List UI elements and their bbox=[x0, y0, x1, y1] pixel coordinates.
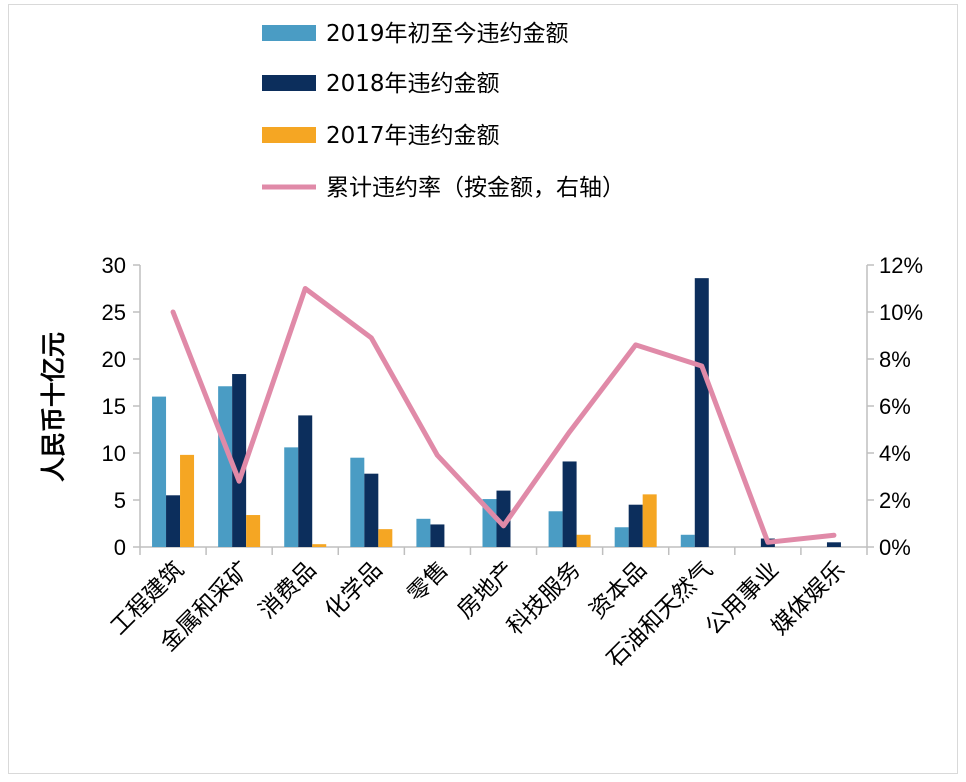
right-tick-label: 10% bbox=[879, 300, 923, 325]
bar bbox=[246, 515, 261, 547]
legend-label: 累计违约率（按金额，右轴） bbox=[326, 175, 625, 201]
legend-label: 2019年初至今违约金额 bbox=[326, 21, 569, 47]
left-tick-label: 25 bbox=[102, 300, 126, 325]
bar bbox=[350, 457, 365, 547]
bar bbox=[284, 447, 299, 547]
bar bbox=[180, 454, 195, 547]
bar bbox=[166, 495, 181, 547]
category-label: 媒体娱乐 bbox=[767, 557, 850, 640]
bar bbox=[496, 490, 511, 547]
bar bbox=[826, 542, 841, 547]
legend-label: 2017年违约金额 bbox=[326, 123, 500, 149]
bar bbox=[548, 511, 563, 547]
left-tick-label: 30 bbox=[102, 253, 126, 278]
left-tick-label: 5 bbox=[114, 488, 126, 513]
legend-label: 2018年违约金额 bbox=[326, 71, 500, 97]
bar bbox=[628, 504, 643, 547]
bar bbox=[378, 529, 393, 547]
bar bbox=[576, 534, 591, 547]
category-label: 零售 bbox=[403, 557, 454, 608]
bar bbox=[218, 386, 233, 547]
right-tick-label: 8% bbox=[879, 347, 911, 372]
bar bbox=[680, 534, 695, 547]
axes: 0 5 10 15 20 25 30 0% 2% 4% 6% 8% 10% 12% bbox=[102, 253, 924, 560]
right-tick-label: 4% bbox=[879, 441, 911, 466]
bar bbox=[430, 524, 445, 547]
bar bbox=[298, 415, 313, 547]
right-tick-label: 0% bbox=[879, 535, 911, 560]
bar bbox=[364, 473, 379, 547]
left-tick-label: 20 bbox=[102, 347, 126, 372]
rate-line-path bbox=[170, 286, 837, 545]
left-tick-label: 10 bbox=[102, 441, 126, 466]
category-label: 消费品 bbox=[254, 557, 321, 624]
right-tick-label: 12% bbox=[879, 253, 923, 278]
bars bbox=[152, 278, 841, 547]
left-tick-label: 15 bbox=[102, 394, 126, 419]
bar bbox=[312, 544, 327, 547]
legend-swatch bbox=[262, 75, 316, 91]
bar bbox=[562, 461, 577, 547]
category-label: 科技服务 bbox=[502, 557, 585, 640]
bar bbox=[694, 278, 709, 547]
y-axis-label: 人民币十亿元 bbox=[39, 332, 68, 482]
rate-line bbox=[170, 286, 837, 545]
legend-swatch bbox=[262, 127, 316, 143]
chart-frame bbox=[8, 4, 958, 774]
category-label: 化学品 bbox=[320, 557, 387, 624]
bar bbox=[614, 527, 629, 547]
legend-swatch bbox=[262, 25, 316, 41]
bar bbox=[152, 396, 167, 547]
left-tick-label: 0 bbox=[114, 535, 126, 560]
right-tick-label: 2% bbox=[879, 488, 911, 513]
legend: 2019年初至今违约金额 2018年违约金额 2017年违约金额累计违约率（按金额，… bbox=[262, 21, 625, 201]
bar bbox=[416, 518, 431, 547]
right-tick-label: 6% bbox=[879, 394, 911, 419]
bar bbox=[232, 374, 247, 547]
bar bbox=[642, 494, 657, 547]
